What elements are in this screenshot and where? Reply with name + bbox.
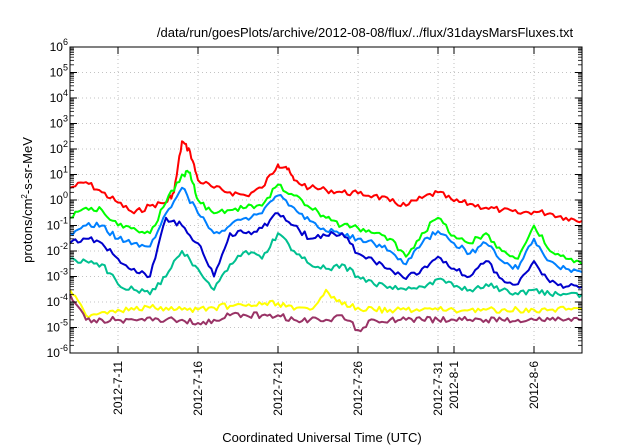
y-tick-label-exponent: 1 (63, 165, 68, 175)
x-tick-label: 2012-8-1 (447, 361, 461, 409)
y-tick-label-base: 10 (47, 270, 61, 284)
y-tick-label: 100 (50, 190, 68, 207)
y-tick-label: 101 (50, 165, 68, 182)
y-tick-label: 106 (50, 37, 68, 54)
y-tick-label: 10-1 (47, 216, 68, 233)
x-tick-label: 2012-7-11 (111, 361, 125, 415)
y-tick-label: 10-6 (47, 343, 68, 360)
y-tick-label-exponent: 2 (63, 139, 68, 149)
x-tick-label: 2012-7-21 (271, 361, 285, 416)
y-tick-label-base: 10 (50, 91, 64, 105)
y-tick-label-exponent: 6 (63, 37, 68, 47)
series-line-1 (69, 140, 583, 224)
y-tick-label-base: 10 (47, 321, 61, 335)
x-tick-label: 2012-7-26 (351, 361, 365, 416)
y-tick-label-exponent: -6 (60, 343, 68, 353)
y-tick-label-exponent: -5 (60, 318, 68, 328)
y-tick-label: 10-4 (47, 292, 68, 309)
y-tick-label-exponent: 0 (63, 190, 68, 200)
y-tick-label: 104 (50, 88, 68, 105)
y-tick-label-base: 10 (50, 193, 64, 207)
x-tick-labels: 2012-7-11 2012-7-16 2012-7-21 2012-7-26 2012… (111, 361, 541, 416)
y-tick-label-base: 10 (47, 244, 61, 258)
y-tick-label-base: 10 (50, 40, 64, 54)
y-tick-labels: 10-610-510-410-310-210-11001011021031041… (47, 37, 68, 360)
y-tick-label: 102 (50, 139, 68, 156)
y-axis-label: protons/cm2-s-sr-MeV (20, 137, 35, 263)
y-tick-label-exponent: -2 (60, 241, 68, 251)
axis-ticks (70, 46, 582, 354)
series-line-6 (69, 288, 583, 319)
series-line-3 (69, 186, 583, 273)
y-tick-label: 105 (50, 63, 68, 80)
y-tick-label-exponent: -3 (60, 267, 68, 277)
y-tick-label-exponent: -4 (60, 292, 68, 302)
y-tick-label-base: 10 (47, 346, 61, 360)
x-tick-label: 2012-7-16 (191, 361, 205, 416)
x-tick-label: 2012-8-6 (527, 361, 541, 409)
series-layer (69, 140, 583, 333)
y-tick-label: 10-2 (47, 241, 68, 258)
y-tick-label-base: 10 (50, 142, 64, 156)
y-tick-label-base: 10 (50, 168, 64, 182)
x-tick-label: 2012-7-31 (431, 361, 445, 416)
y-tick-label-base: 10 (47, 219, 61, 233)
series-line-5 (69, 232, 583, 299)
chart-title: /data/run/goesPlots/archive/2012-08-08/f… (157, 25, 574, 40)
y-tick-label-base: 10 (50, 117, 64, 131)
y-tick-label-exponent: 3 (63, 114, 68, 124)
y-axis-label-superscript: 2 (20, 194, 29, 199)
series-line-2 (69, 169, 583, 265)
y-tick-label-exponent: -1 (60, 216, 68, 226)
y-axis-label-main: protons/cm (20, 199, 35, 263)
y-tick-label-base: 10 (47, 295, 61, 309)
y-tick-label: 10-3 (47, 267, 68, 284)
y-axis-label-units: -s-sr-MeV (20, 137, 35, 194)
y-tick-label: 103 (50, 114, 68, 131)
series-line-7 (69, 293, 582, 333)
y-tick-label-exponent: 4 (63, 88, 68, 98)
y-tick-label-base: 10 (50, 66, 64, 80)
y-tick-label-exponent: 5 (63, 63, 68, 73)
y-tick-label: 10-5 (47, 318, 68, 335)
series-line-4 (69, 212, 583, 289)
x-axis-label: Coordinated Universal Time (UTC) (222, 430, 421, 445)
